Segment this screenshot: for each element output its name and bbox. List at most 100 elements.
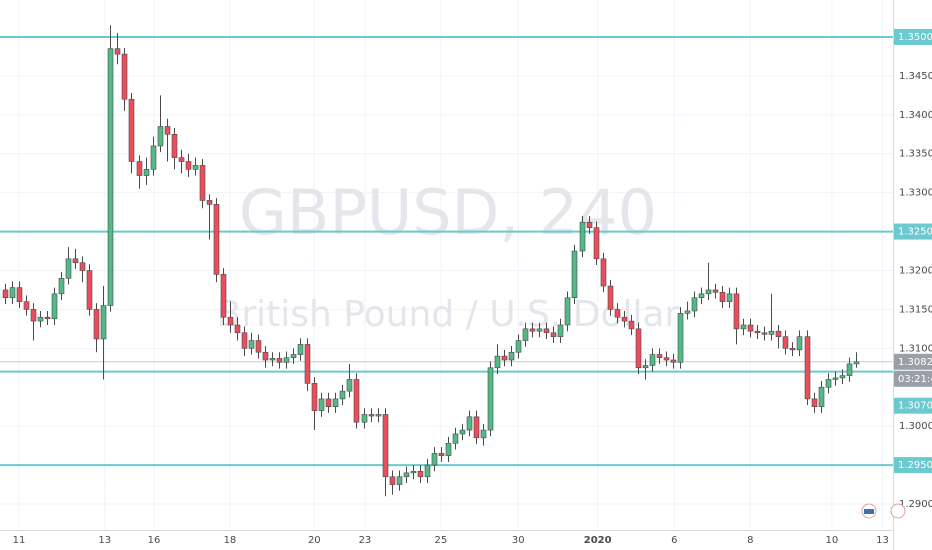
candle-body	[213, 204, 220, 275]
candle-body	[459, 429, 466, 435]
level-label: 1.29500	[898, 460, 932, 471]
candle-body	[178, 157, 185, 162]
candle-body	[691, 297, 698, 312]
candle-body	[410, 471, 417, 474]
candle-body	[361, 414, 368, 423]
y-tick-label: 1.31500	[899, 304, 932, 315]
candle-body	[37, 316, 44, 322]
candle-body	[614, 309, 621, 318]
candle-body	[353, 379, 360, 423]
candle-body	[44, 316, 51, 320]
candle-body	[656, 354, 663, 358]
candle-body	[100, 305, 107, 340]
candle-body	[72, 258, 79, 264]
candle-body	[86, 270, 93, 310]
candle-body	[227, 316, 234, 326]
candle-body	[192, 165, 199, 170]
candle-body	[121, 53, 128, 100]
candle-body	[712, 289, 719, 293]
candle-body	[628, 320, 635, 330]
candle-body	[832, 377, 839, 380]
x-tick-label: 16	[148, 535, 161, 546]
countdown-label: 03:21:40	[898, 374, 932, 385]
candle-body	[508, 351, 515, 361]
candle-body	[480, 429, 487, 439]
candle-body	[635, 328, 642, 369]
candle-body	[417, 471, 424, 478]
grid	[0, 0, 893, 530]
candle-body	[9, 287, 16, 299]
x-tick-label: 8	[747, 535, 753, 546]
candle-body	[796, 336, 803, 351]
level-box	[894, 223, 932, 240]
event-icon[interactable]	[890, 503, 906, 519]
x-tick-label: 13	[876, 535, 889, 546]
candle-body	[164, 126, 171, 135]
candle-body	[290, 354, 297, 358]
candle-body	[536, 328, 543, 332]
x-tick-label: 10	[825, 535, 838, 546]
x-tick-label: 2020	[584, 535, 612, 546]
candle-body	[571, 250, 578, 299]
candle-body	[445, 442, 452, 457]
candle-body	[586, 221, 593, 228]
candle-body	[600, 258, 607, 287]
candle-body	[297, 344, 304, 355]
watermark-subtitle: British Pound / U.S. Dollar	[217, 294, 680, 335]
candle-body	[65, 258, 72, 279]
y-tick-label: 1.32000	[899, 265, 932, 276]
candle-body	[684, 310, 691, 314]
candle-body	[853, 361, 860, 365]
candle-body	[747, 324, 754, 332]
candle-body	[839, 375, 846, 379]
x-tick-label: 6	[671, 535, 677, 546]
candle-body	[136, 161, 143, 176]
candle-body	[375, 414, 382, 417]
candle-body	[114, 48, 121, 55]
candle-body	[16, 287, 23, 302]
candle-body	[726, 293, 733, 302]
candle-body	[403, 472, 410, 478]
candle-body	[171, 133, 178, 158]
candle-body	[382, 414, 389, 478]
candle-body	[2, 289, 9, 299]
candle-body	[621, 316, 628, 322]
x-tick-label: 30	[512, 535, 525, 546]
candle-body	[234, 324, 241, 334]
candle-body	[389, 476, 396, 485]
y-tick-label: 1.34500	[899, 71, 932, 82]
candle-body	[642, 365, 649, 369]
candle-body	[789, 348, 796, 351]
candle-body	[705, 289, 712, 295]
candle-body	[368, 414, 375, 417]
candle-body	[339, 390, 346, 400]
candle-body	[79, 262, 86, 271]
candle-body	[607, 285, 614, 310]
y-tick-label: 1.31000	[899, 343, 932, 354]
candle-body	[220, 274, 227, 318]
candle-body	[128, 98, 135, 162]
candle-body	[150, 145, 157, 170]
x-tick-label: 13	[98, 535, 111, 546]
candle-body	[206, 200, 213, 205]
level-label: 1.30700	[898, 401, 932, 412]
candle-body	[241, 332, 248, 349]
event-icons	[861, 503, 906, 519]
level-label: 1.32500	[898, 227, 932, 238]
last-price-box	[894, 353, 932, 370]
candle-body	[649, 354, 656, 366]
candle-body	[670, 359, 677, 363]
candle-body	[248, 340, 255, 349]
candle-body	[466, 416, 473, 431]
y-tick-label: 1.30000	[899, 421, 932, 432]
candle-body	[157, 126, 164, 147]
candle-body	[276, 358, 283, 363]
candle-body	[283, 357, 290, 363]
candle-body	[23, 301, 30, 310]
y-tick-label: 1.34000	[899, 110, 932, 121]
candle-body	[396, 476, 403, 485]
candle-body	[494, 355, 501, 369]
candle-body	[473, 416, 480, 439]
